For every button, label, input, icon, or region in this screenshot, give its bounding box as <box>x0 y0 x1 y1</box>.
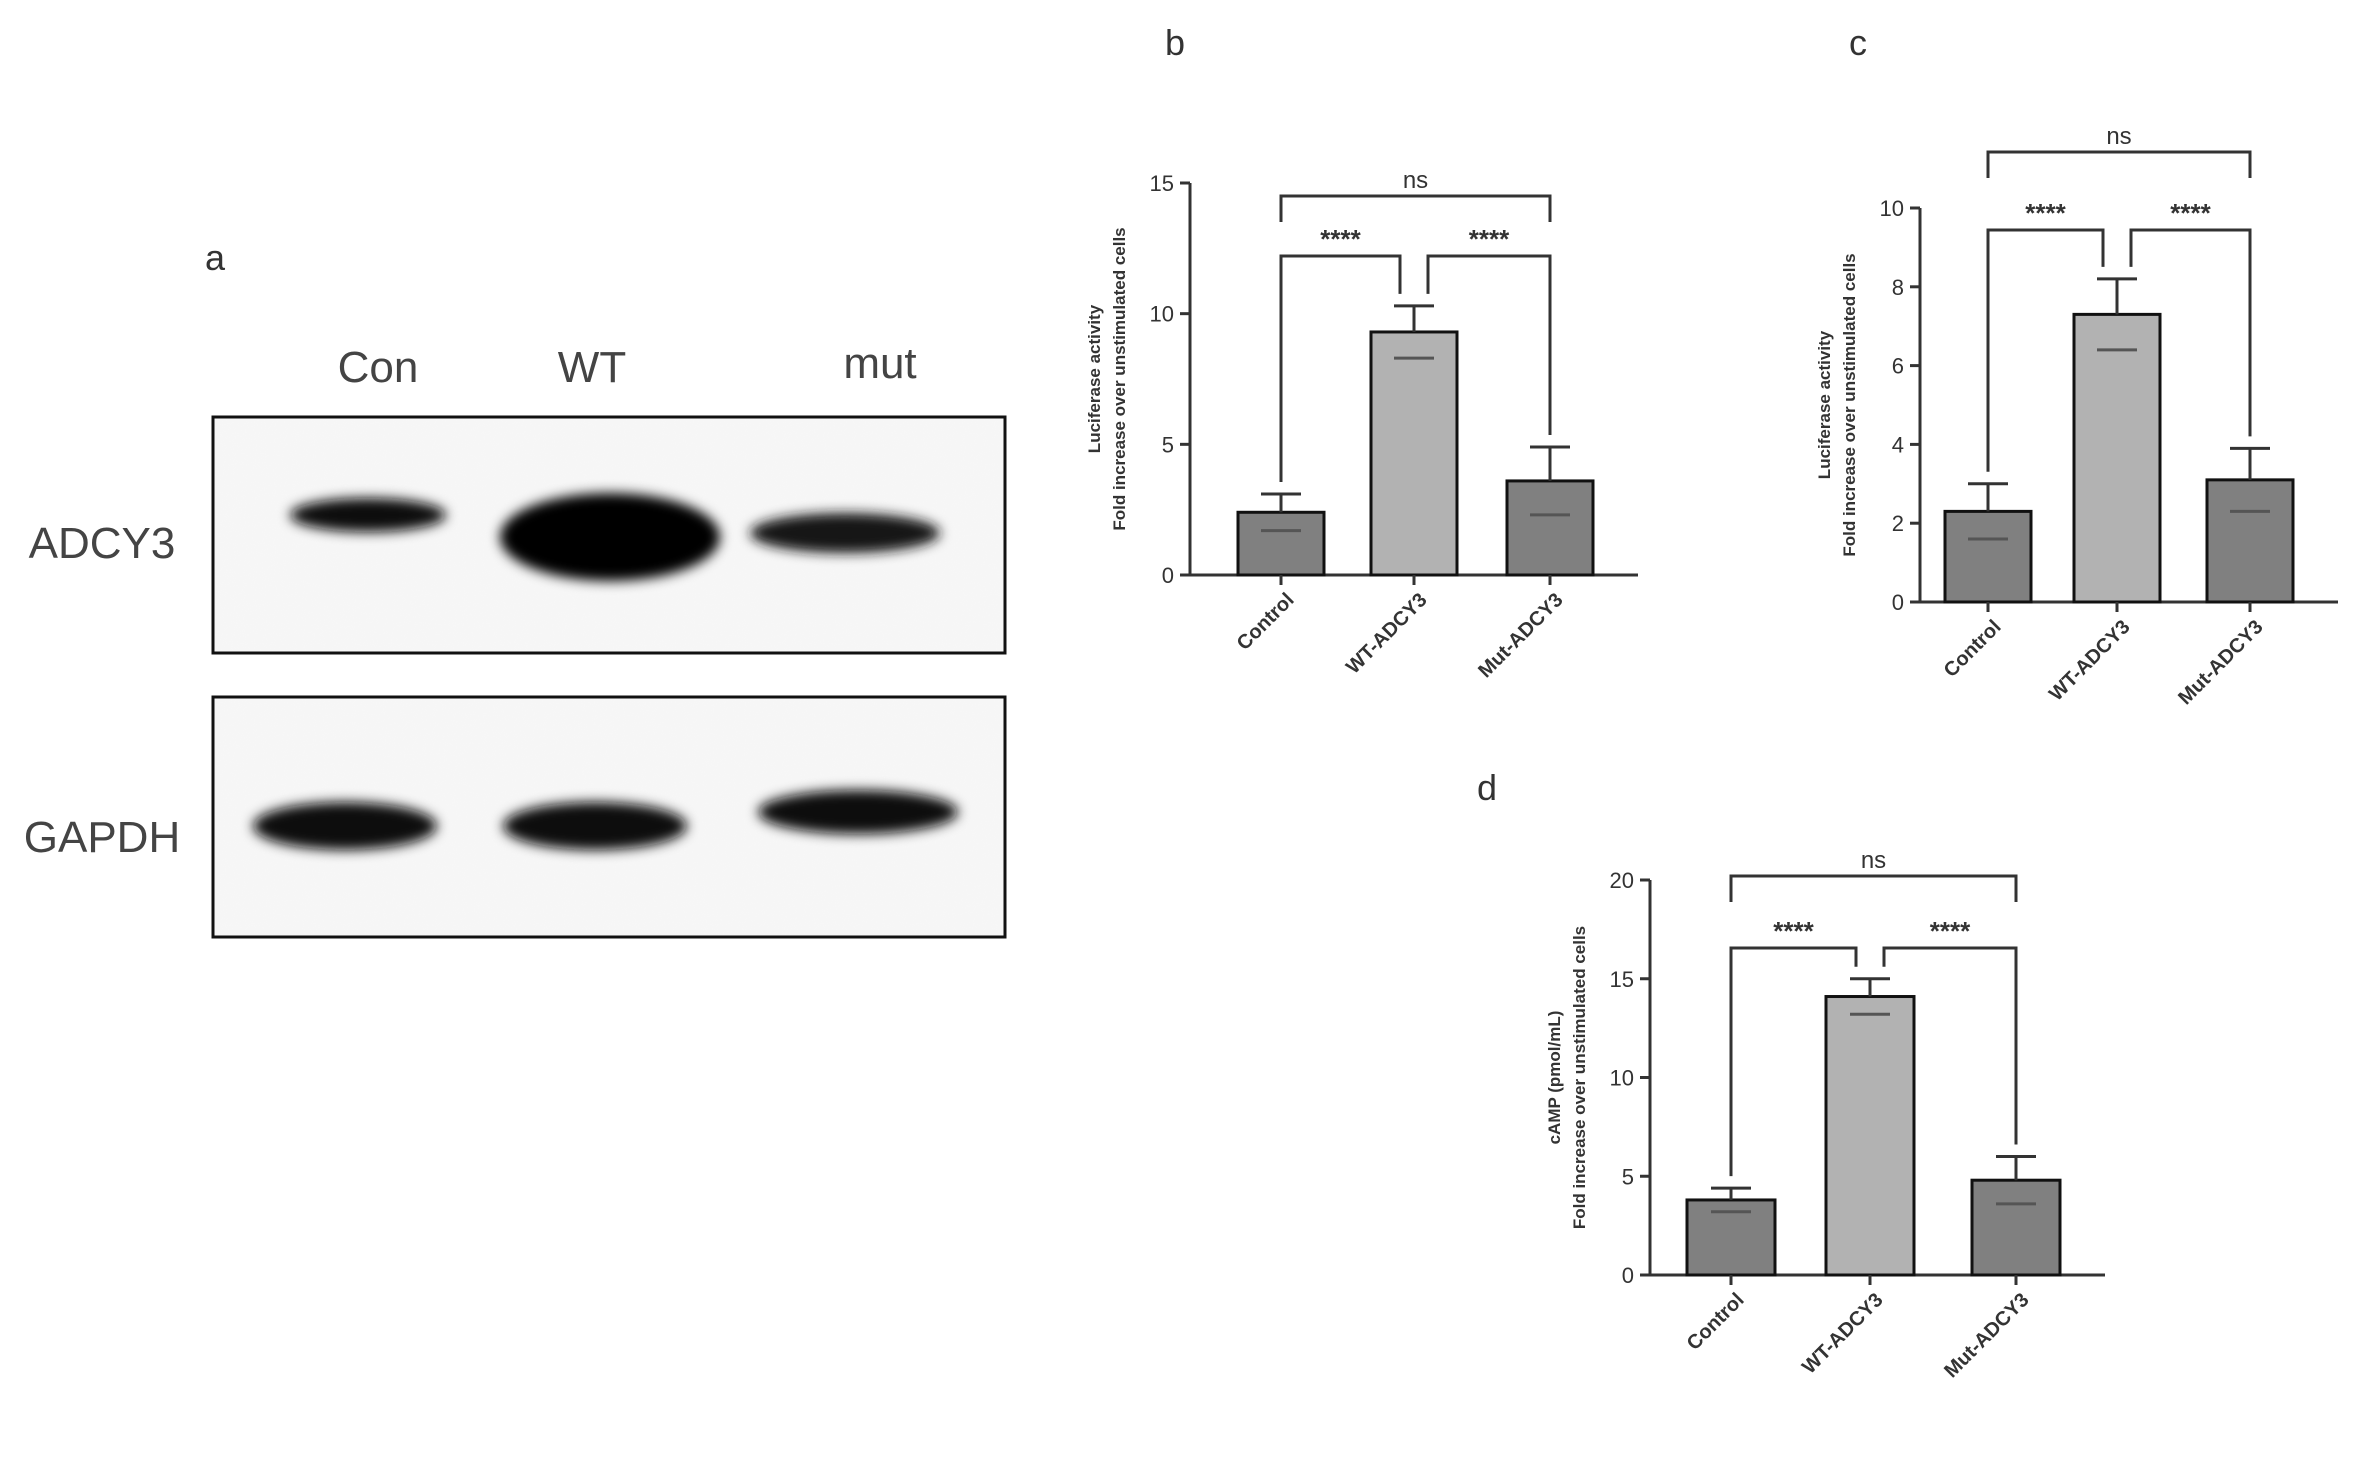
significance-bracket <box>1279 254 1402 482</box>
y-axis-label: Luciferase activity <box>1085 304 1104 453</box>
y-tick-label: 15 <box>1150 171 1174 196</box>
band-gapdh-con <box>253 802 437 850</box>
bar-mut-adcy3 <box>1505 479 1595 577</box>
x-tick-label: WT-ADCY3 <box>1798 1289 1887 1378</box>
x-tick-label: Control <box>1233 589 1299 655</box>
y-tick-label: 10 <box>1150 302 1174 327</box>
significance-bracket <box>1986 150 2252 178</box>
y-tick-label: 0 <box>1162 563 1174 588</box>
band-gapdh-mut <box>758 790 958 834</box>
bar-mut-adcy3 <box>2205 478 2295 604</box>
y-tick-label: 8 <box>1892 275 1904 300</box>
significance-label: **** <box>2170 198 2211 228</box>
significance-bracket <box>1729 874 2018 902</box>
y-tick-label: 5 <box>1162 432 1174 457</box>
row-label-adcy3: ADCY3 <box>29 519 176 568</box>
x-tick-label: Control <box>1683 1289 1749 1355</box>
significance-label: **** <box>1469 224 1510 254</box>
y-tick-label: 6 <box>1892 354 1904 379</box>
y-tick-label: 5 <box>1622 1164 1634 1189</box>
y-tick-label: 0 <box>1622 1263 1634 1288</box>
significance-label: **** <box>1320 224 1361 254</box>
y-axis-label: Fold increase over unstimulated cells <box>1110 227 1129 530</box>
y-axis-label: cAMP (pmol/mL) <box>1545 1011 1564 1145</box>
significance-label: ns <box>2106 123 2131 150</box>
y-axis-label: Fold increase over unstimulated cells <box>1570 926 1589 1229</box>
y-axis-label: Luciferase activity <box>1815 330 1834 479</box>
significance-label: **** <box>2025 198 2066 228</box>
significance-bracket <box>1279 194 1552 222</box>
lane-label-con: Con <box>338 343 419 392</box>
bar-mut-adcy3 <box>1970 1178 2062 1277</box>
blot-box-gapdh <box>211 695 1007 939</box>
x-tick-label: WT-ADCY3 <box>2045 616 2134 705</box>
significance-label: **** <box>1773 916 1814 946</box>
y-axis-label: Fold increase over unstimulated cells <box>1840 253 1859 556</box>
panel-letter-c: c <box>1849 22 1867 63</box>
y-tick-label: 10 <box>1880 196 1904 221</box>
bar-wt-adcy3 <box>1369 330 1459 577</box>
bar-control <box>1943 509 2033 604</box>
y-tick-label: 4 <box>1892 432 1904 457</box>
significance-bracket <box>1426 254 1552 435</box>
significance-bracket <box>1986 228 2105 472</box>
y-tick-label: 2 <box>1892 511 1904 536</box>
y-tick-label: 20 <box>1610 868 1634 893</box>
bar-control <box>1236 510 1326 577</box>
panel-letter-b: b <box>1165 22 1185 63</box>
significance-label: ns <box>1861 847 1886 874</box>
blot-box-adcy3 <box>211 415 1007 655</box>
chart-panel-b: b 0 5 10 15 Fold increase over unstimulated c… <box>1085 22 1638 682</box>
x-tick-label: Mut-ADCY3 <box>1474 589 1567 682</box>
y-tick-label: 0 <box>1892 590 1904 615</box>
x-tick-label: Mut-ADCY3 <box>2174 616 2267 709</box>
bar-wt-adcy3 <box>2072 312 2162 604</box>
panel-letter-a: a <box>205 237 226 278</box>
significance-bracket <box>1729 946 1858 1177</box>
chart-panel-c: c 0 2 4 6 8 10 Fold increase over unstimulated … <box>1815 22 2338 709</box>
y-tick-label: 15 <box>1610 967 1634 992</box>
bar-wt-adcy3 <box>1824 995 1916 1277</box>
band-gapdh-wt <box>503 802 687 850</box>
band-adcy3-mut <box>750 513 940 553</box>
chart-panel-d: d 0 5 10 15 20 Fold increase over unstimulated… <box>1477 767 2105 1382</box>
band-adcy3-wt <box>500 493 720 581</box>
lane-label-wt: WT <box>558 343 626 392</box>
significance-bracket <box>1882 946 2018 1145</box>
lane-label-mut: mut <box>843 339 916 388</box>
x-tick-label: WT-ADCY3 <box>1342 589 1431 678</box>
row-label-gapdh: GAPDH <box>24 813 180 862</box>
significance-bracket <box>2129 228 2252 437</box>
significance-label: ns <box>1403 167 1428 194</box>
significance-label: **** <box>1930 916 1971 946</box>
western-blot-panel: a Con WT mut ADCY3 GAPDH <box>24 237 1007 939</box>
x-tick-label: Control <box>1940 616 2006 682</box>
band-adcy3-con <box>290 498 446 532</box>
x-tick-label: Mut-ADCY3 <box>1940 1289 2033 1382</box>
y-tick-label: 10 <box>1610 1066 1634 1091</box>
panel-letter-d: d <box>1477 767 1497 808</box>
